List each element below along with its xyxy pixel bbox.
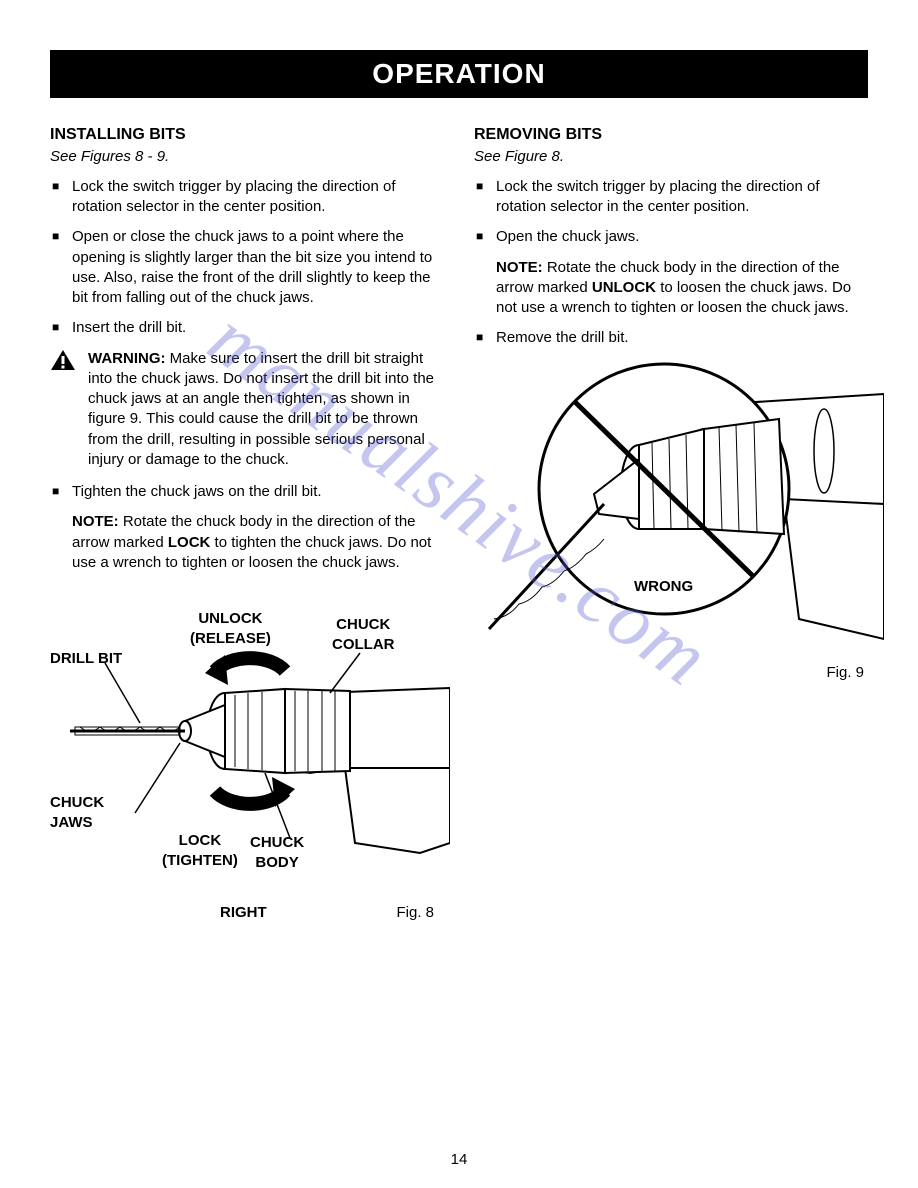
- label-drill-bit: DRILL BIT: [50, 649, 122, 669]
- list-item: Open or close the chuck jaws to a point …: [50, 227, 444, 308]
- fig8-caption: Fig. 8: [396, 903, 434, 923]
- left-column: INSTALLING BITS See Figures 8 - 9. Lock …: [50, 124, 444, 923]
- label-chuck-jaws-1: CHUCK: [50, 794, 104, 811]
- note-label: NOTE:: [72, 513, 119, 530]
- list-item: Lock the switch trigger by placing the d…: [474, 177, 868, 218]
- warning-label: WARNING:: [88, 350, 166, 367]
- label-chuck-body: CHUCK BODY: [250, 833, 304, 874]
- label-lock: LOCK (TIGHTEN): [162, 831, 238, 872]
- banner-title: OPERATION: [50, 50, 868, 98]
- see-figures-left: See Figures 8 - 9.: [50, 147, 444, 167]
- warning-text: Make sure to insert the drill bit straig…: [88, 350, 434, 468]
- label-chuck-collar-1: CHUCK: [336, 616, 390, 633]
- label-chuck-collar-2: COLLAR: [332, 636, 395, 653]
- fig9-caption: Fig. 9: [474, 663, 868, 683]
- installing-bits-title: INSTALLING BITS: [50, 124, 444, 146]
- label-unlock-2: (RELEASE): [190, 630, 271, 647]
- list-item: Remove the drill bit.: [474, 328, 868, 348]
- label-chuck-collar: CHUCK COLLAR: [332, 615, 395, 656]
- warning-block: WARNING: Make sure to insert the drill b…: [50, 349, 444, 471]
- label-chuck-body-2: BODY: [255, 854, 298, 871]
- note-lock-word: LOCK: [168, 534, 211, 551]
- label-unlock: UNLOCK (RELEASE): [190, 609, 271, 650]
- figure-8-area: DRILL BIT UNLOCK (RELEASE) CHUCK COLLAR …: [50, 593, 444, 923]
- label-lock-2: (TIGHTEN): [162, 852, 238, 869]
- installing-bullets-2: Tighten the chuck jaws on the drill bit.: [50, 482, 444, 502]
- note-unlock-word: UNLOCK: [592, 279, 656, 296]
- note-label-right: NOTE:: [496, 259, 543, 276]
- right-column: REMOVING BITS See Figure 8. Lock the swi…: [474, 124, 868, 923]
- figure-9-drawing: [474, 359, 884, 649]
- fig8-caption-bar: RIGHT Fig. 8: [50, 903, 434, 923]
- list-item: Lock the switch trigger by placing the d…: [50, 177, 444, 218]
- label-lock-1: LOCK: [179, 832, 222, 849]
- label-chuck-body-1: CHUCK: [250, 834, 304, 851]
- fig8-right-label: RIGHT: [220, 903, 267, 923]
- page-number: 14: [0, 1151, 918, 1168]
- fig9-wrong-label: WRONG: [634, 577, 693, 597]
- label-chuck-jaws: CHUCK JAWS: [50, 793, 104, 834]
- note-block: NOTE: Rotate the chuck body in the direc…: [50, 512, 444, 573]
- removing-bullets: Lock the switch trigger by placing the d…: [474, 177, 868, 248]
- removing-bullets-2: Remove the drill bit.: [474, 328, 868, 348]
- removing-bits-title: REMOVING BITS: [474, 124, 868, 146]
- content-columns: INSTALLING BITS See Figures 8 - 9. Lock …: [50, 124, 868, 923]
- list-item: Open the chuck jaws.: [474, 227, 868, 247]
- list-item: Tighten the chuck jaws on the drill bit.: [50, 482, 444, 502]
- note-block-right: NOTE: Rotate the chuck body in the direc…: [474, 258, 868, 319]
- figure-9-area: WRONG: [474, 359, 868, 659]
- see-figures-right: See Figure 8.: [474, 147, 868, 167]
- label-unlock-1: UNLOCK: [198, 610, 262, 627]
- label-chuck-jaws-2: JAWS: [50, 814, 93, 831]
- warning-triangle-icon: [50, 349, 76, 371]
- installing-bullets: Lock the switch trigger by placing the d…: [50, 177, 444, 339]
- list-item: Insert the drill bit.: [50, 318, 444, 338]
